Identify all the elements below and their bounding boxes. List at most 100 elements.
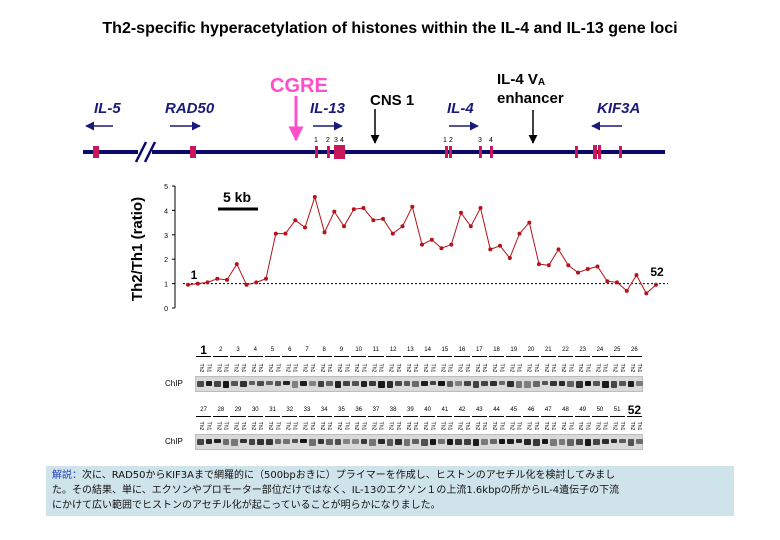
gel-fragment-number: 1	[200, 343, 207, 357]
gel-fragment-number: 52	[627, 403, 642, 417]
gel-lane-label: Th1	[602, 422, 608, 431]
gel-band	[472, 439, 480, 446]
data-point	[644, 291, 649, 296]
cns1-label: CNS 1	[370, 92, 414, 109]
locus-break-slash-2	[143, 141, 157, 163]
gel-band	[627, 439, 635, 446]
gel-lane-label: Th1	[274, 422, 280, 431]
gel-band	[412, 439, 419, 444]
gel-fragment-underline	[488, 356, 505, 357]
gene-label-rad50: RAD50	[165, 100, 215, 117]
gel-lane-label: Th1	[584, 364, 590, 373]
gel-lane-label: Th1	[378, 422, 384, 431]
gel-fragment-underline	[471, 416, 487, 417]
gel-fragment-underline	[264, 416, 281, 417]
gel-fragment-underline	[351, 416, 367, 417]
gel-lane-label: Th1	[516, 422, 522, 431]
gel-fragment-number: 51	[613, 407, 621, 413]
gel-lane-label: Th1	[481, 422, 487, 431]
data-point	[244, 282, 249, 287]
gel-lane-label: Th1	[343, 364, 349, 373]
gel-lane-label: Th1	[326, 422, 332, 431]
gel-fragment-underline	[506, 416, 522, 417]
gel-fragment-number: 29	[234, 407, 242, 413]
gel-lane-label: Th2	[491, 364, 497, 373]
gel-fragment-number: 3	[236, 347, 240, 353]
gel-fragment-underline	[506, 356, 522, 357]
gel-lane-label: Th2	[629, 422, 635, 431]
data-point	[283, 231, 288, 236]
gel-lane-label: Th2	[250, 364, 256, 373]
gel-lane-label: Th2	[336, 422, 342, 431]
data-point	[556, 247, 561, 252]
gel-band	[214, 439, 221, 443]
gel-lane-label: Th2	[302, 364, 308, 373]
gel-lane-label: Th1	[602, 364, 608, 373]
gel-band	[481, 381, 488, 386]
series-points	[186, 195, 658, 296]
gel-band	[214, 381, 221, 387]
gel-lane-label: Th1	[567, 422, 573, 431]
gel-lane-label: Th2	[267, 364, 273, 373]
cgre-label: CGRE	[270, 75, 328, 97]
gel-band	[421, 439, 428, 446]
gel-lane-label: Th1	[567, 364, 573, 373]
gel-lane-label: Th1	[309, 364, 315, 373]
gel-band	[489, 381, 497, 386]
gel-lane-label: Th1	[240, 422, 246, 431]
gel-lane-label: Th2	[577, 364, 583, 373]
gel-band	[231, 439, 239, 446]
gel-fragment-number: 26	[631, 347, 638, 353]
gel-fragment-number: 36	[355, 407, 363, 413]
gel-fragment-underline	[247, 356, 263, 357]
gel-fragment-number: 18	[493, 347, 500, 353]
gel-lane-label: Th2	[215, 364, 221, 373]
gel-lane-label: Th2	[336, 364, 342, 373]
gel1-band-strip	[195, 376, 643, 392]
exon-il13-2	[327, 146, 330, 158]
data-point	[293, 218, 298, 223]
gel-fragment-underline	[282, 356, 298, 357]
gel2-band-strip	[195, 434, 643, 450]
gel-fragment-underline	[420, 416, 436, 417]
gel-band	[567, 439, 575, 446]
gel-band	[326, 381, 333, 386]
gel-band	[455, 381, 463, 386]
gel-band	[576, 439, 583, 445]
gel-band	[438, 381, 445, 386]
gel-band	[248, 439, 256, 445]
data-point	[439, 246, 444, 251]
gel-lane-label: Th2	[594, 422, 600, 431]
gel-fragment-number: 24	[596, 347, 604, 353]
gel-lane-label: Th1	[360, 364, 366, 373]
gel-lane-label: Th2	[370, 364, 376, 373]
gel-fragment-underline	[488, 416, 505, 417]
y-tick-label: 5	[164, 184, 168, 191]
gel-band	[386, 381, 394, 388]
gel-lane-label: Th1	[274, 364, 280, 373]
gel-lane-label: Th2	[474, 364, 480, 373]
note-line-2: た。その結果、単に、エクソンやプロモーター部位だけではなく、IL-13のエクソン…	[52, 485, 620, 496]
data-point	[634, 273, 639, 278]
gel-fragment-number: 5	[270, 347, 275, 353]
explanation-note: 解説：次に、RAD50からKIF3Aまで網羅的に（500bpおきに）プライマーを…	[46, 466, 734, 516]
gel-band	[464, 439, 471, 445]
gel-fragment-underline	[368, 356, 384, 357]
gel-lane-label: Th2	[233, 364, 239, 373]
gel-fragment-number: 14	[424, 347, 431, 353]
gel-band	[283, 381, 290, 385]
data-point	[342, 224, 346, 229]
gel-fragment-number: 9	[339, 347, 344, 353]
gel-fragment-number: 35	[338, 407, 345, 413]
gel-band	[558, 381, 566, 386]
data-point	[381, 216, 385, 221]
gel-band	[472, 381, 480, 388]
gel-fragment-number: 40	[424, 407, 431, 413]
gel-fragment-underline	[609, 356, 625, 357]
gel-fragment-underline	[247, 416, 263, 417]
gel-band	[446, 439, 454, 445]
gel-fragment-number: 48	[562, 407, 569, 413]
gel-band	[455, 439, 463, 445]
gel-lane-label: Th1	[584, 422, 590, 431]
gel-lane-label: Th2	[198, 422, 204, 431]
